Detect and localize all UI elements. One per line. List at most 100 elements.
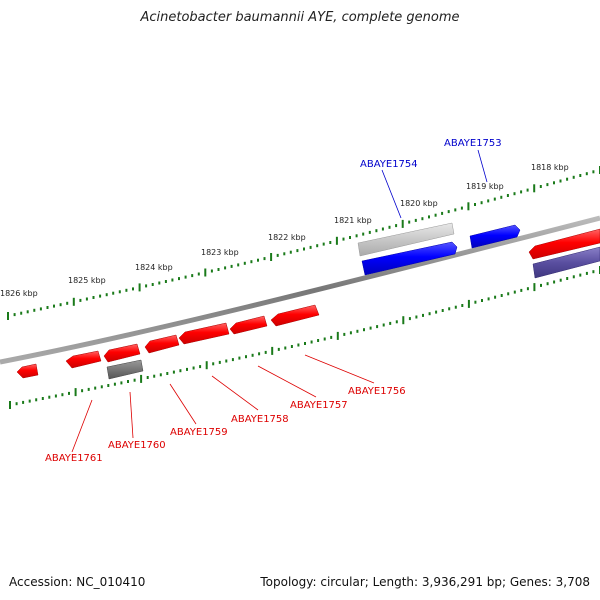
gene-labels: ABAYE1754 ABAYE1753 ABAYE1761 ABAYE1760 … <box>45 138 502 464</box>
minor-tick <box>441 309 444 312</box>
gene-feature-ABAYE1757[interactable] <box>178 322 230 345</box>
minor-tick <box>245 355 247 359</box>
minor-tick <box>435 310 438 314</box>
gene-label[interactable]: ABAYE1757 <box>290 400 348 411</box>
minor-tick <box>592 270 595 274</box>
gene-feature-ABAYE1761[interactable] <box>16 363 39 379</box>
gene-feature-light[interactable] <box>357 222 455 257</box>
minor-tick <box>493 197 496 201</box>
minor-tick <box>304 342 306 345</box>
minor-tick <box>192 366 195 370</box>
minor-tick <box>474 300 477 304</box>
gene-feature-ABAYE1753[interactable] <box>469 224 521 249</box>
minor-tick <box>349 331 352 335</box>
gene-label[interactable]: ABAYE1760 <box>108 440 166 451</box>
major-tick <box>533 283 536 292</box>
gene-feature-ABAYE1761b[interactable] <box>65 350 102 369</box>
topology-text: Topology: circular; Length: 3,936,291 bp… <box>260 575 590 589</box>
minor-tick <box>125 288 128 292</box>
minor-tick <box>414 218 417 222</box>
minor-tick <box>243 261 246 265</box>
minor-tick <box>389 321 392 325</box>
gene-label[interactable]: ABAYE1754 <box>360 159 418 170</box>
minor-tick <box>184 275 187 279</box>
minor-tick <box>87 387 90 391</box>
gene-feature-red-mid[interactable] <box>270 304 320 327</box>
major-tick <box>467 202 470 211</box>
minor-tick <box>46 306 49 309</box>
minor-tick <box>381 227 384 231</box>
minor-tick <box>132 287 134 291</box>
gene-feature-ABAYE1754[interactable] <box>361 241 458 276</box>
minor-tick <box>520 288 523 292</box>
minor-tick <box>316 244 319 248</box>
minor-tick <box>539 185 542 188</box>
kbp-label: 1820 kbp <box>400 199 438 208</box>
minor-tick <box>276 253 279 257</box>
minor-tick <box>382 323 385 327</box>
gene-feature-ABAYE1756[interactable] <box>229 315 268 335</box>
minor-tick <box>474 203 476 206</box>
gene-label[interactable]: ABAYE1759 <box>170 427 228 438</box>
minor-tick <box>133 378 136 382</box>
minor-tick <box>454 208 457 212</box>
gene-label[interactable]: ABAYE1758 <box>231 414 289 425</box>
minor-tick <box>559 278 562 282</box>
minor-tick <box>186 367 188 371</box>
minor-tick <box>506 194 509 197</box>
minor-tick <box>218 360 221 364</box>
minor-tick <box>66 301 69 305</box>
minor-tick <box>375 229 378 233</box>
minor-tick <box>41 397 44 400</box>
minor-tick <box>526 188 529 192</box>
minor-tick <box>210 269 213 273</box>
minor-tick <box>172 370 175 374</box>
major-tick <box>401 219 404 228</box>
minor-tick <box>120 381 123 385</box>
accession-text: Accession: NC_010410 <box>9 575 146 589</box>
minor-tick <box>460 206 463 210</box>
minor-tick <box>92 296 95 299</box>
minor-tick <box>441 211 444 215</box>
minor-tick <box>395 224 398 228</box>
minor-tick <box>513 192 516 196</box>
minor-tick <box>224 266 227 270</box>
gene-label[interactable]: ABAYE1761 <box>45 453 103 464</box>
minor-tick <box>258 352 261 356</box>
gene-feature-ABAYE1758[interactable] <box>144 334 180 354</box>
minor-tick <box>349 236 351 239</box>
kbp-label: 1818 kbp <box>531 163 569 172</box>
minor-tick <box>553 181 555 185</box>
major-tick <box>140 374 143 383</box>
gene-label[interactable]: ABAYE1756 <box>348 386 406 397</box>
minor-tick <box>39 307 42 311</box>
major-tick <box>138 283 141 292</box>
gene-feature-red-right[interactable] <box>528 228 600 260</box>
gene-feature-ABAYE1760[interactable] <box>106 359 144 380</box>
minor-tick <box>199 365 202 369</box>
minor-tick <box>164 280 167 283</box>
minor-tick <box>566 277 569 280</box>
minor-tick <box>566 177 569 181</box>
minor-tick <box>100 385 103 389</box>
minor-tick <box>153 374 156 378</box>
label-leaders <box>71 149 488 453</box>
inner-tick-row <box>9 266 600 409</box>
minor-tick <box>171 278 174 282</box>
major-tick <box>205 361 208 370</box>
minor-tick <box>448 307 451 311</box>
minor-tick <box>59 303 62 307</box>
minor-tick <box>79 298 82 302</box>
minor-tick <box>500 195 503 199</box>
major-tick <box>7 312 9 320</box>
minor-tick <box>28 399 31 403</box>
gene-feature-purple-right[interactable] <box>532 246 600 279</box>
minor-tick <box>20 311 23 315</box>
gene-label[interactable]: ABAYE1753 <box>444 138 502 149</box>
gene-feature-ABAYE1759[interactable] <box>103 343 141 363</box>
major-tick <box>72 297 75 306</box>
minor-tick <box>330 335 333 339</box>
minor-tick <box>395 320 398 324</box>
major-tick <box>402 316 405 325</box>
